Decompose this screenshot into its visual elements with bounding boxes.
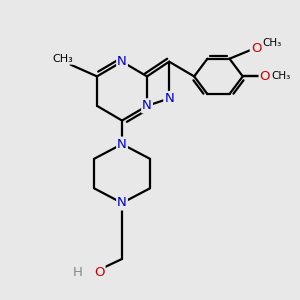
Text: O: O — [251, 42, 261, 55]
Text: O: O — [260, 70, 270, 83]
Text: N: N — [117, 138, 127, 151]
Text: N: N — [117, 55, 127, 68]
Text: N: N — [117, 196, 127, 209]
Text: CH₃: CH₃ — [272, 71, 291, 81]
Text: CH₃: CH₃ — [53, 54, 74, 64]
Text: N: N — [164, 92, 174, 105]
Text: CH₃: CH₃ — [262, 38, 282, 47]
Text: O: O — [94, 266, 105, 279]
Text: N: N — [142, 99, 152, 112]
Text: H: H — [72, 266, 82, 279]
